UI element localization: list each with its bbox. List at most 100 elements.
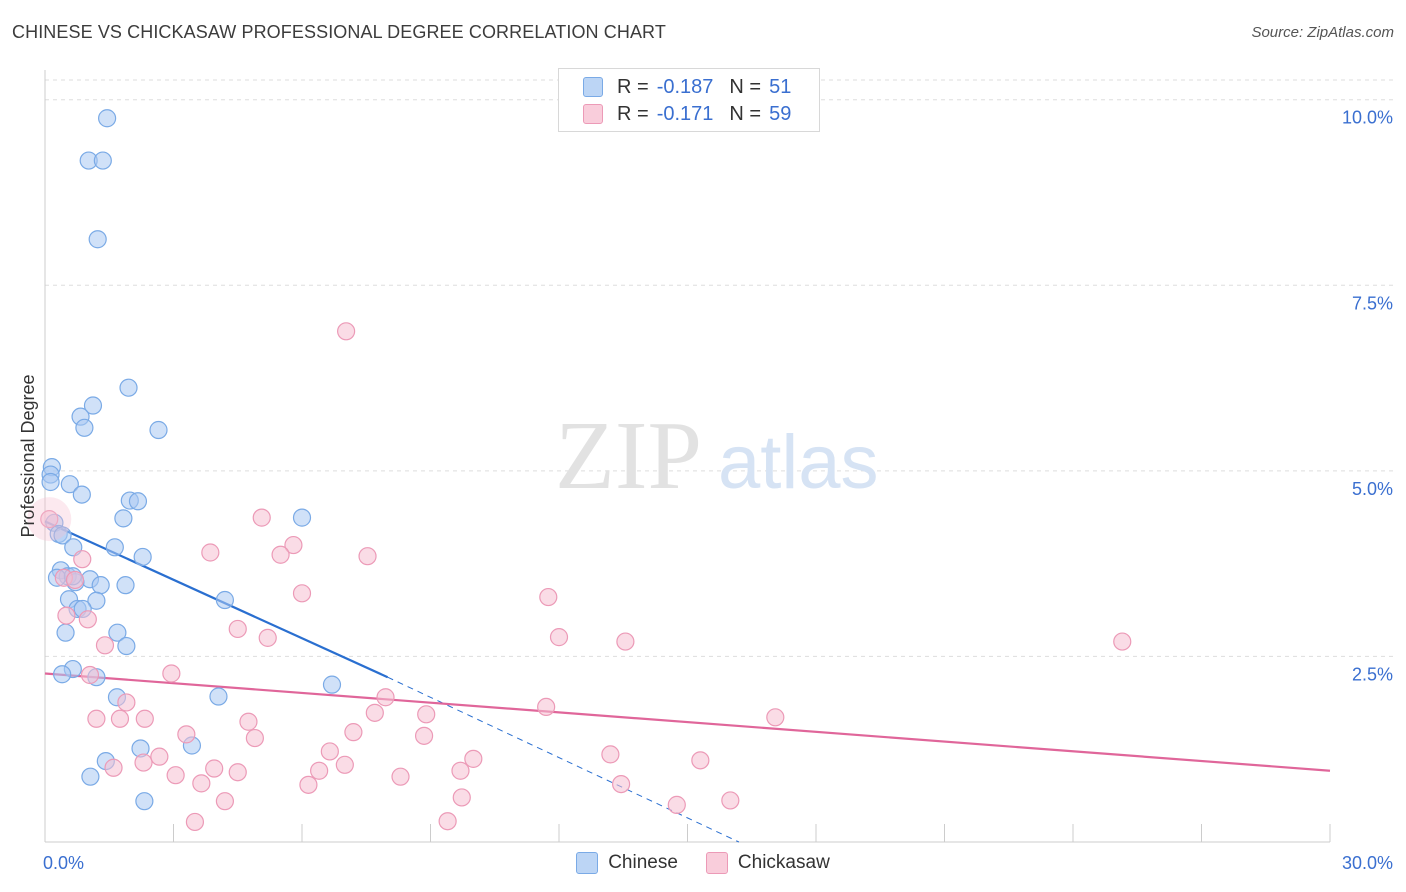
chickasaw-point [110,709,130,728]
chickasaw-point [292,584,312,603]
legend-item-chickasaw[interactable]: Chickasaw [705,852,830,874]
chinese-point [108,623,127,642]
chinese-point [133,547,152,567]
chinese-trendline-extension [387,676,740,843]
chickasaw-point [245,728,264,748]
chinese-point [53,665,72,684]
chickasaw-point [192,774,211,793]
chickasaw-point [80,665,100,685]
watermark-atlas: atlas [718,420,879,505]
y-axis-label: Professional Degree [18,374,38,537]
chinese-point [56,623,75,642]
chickasaw-point [215,792,234,811]
chickasaw-point [185,812,205,832]
chickasaw-point [451,761,470,780]
chickasaw-point [721,791,740,810]
chinese-point [149,420,168,440]
chickasaw-n-value: 59 [769,102,792,125]
chickasaw-point [691,751,710,770]
chinese-point [292,508,312,527]
chinese-point [117,636,136,656]
watermark: ZIP atlas [555,402,879,510]
chinese-legend-swatch [576,852,599,874]
chickasaw-r-value: -0.171 [656,102,714,125]
chickasaw-r-label: R = [617,102,649,125]
chinese-swatch [583,77,603,97]
chinese-point [209,687,228,706]
chickasaw-point [320,742,339,761]
source-label: Source: ZipAtlas.com [1251,24,1394,41]
y-tick-label: 2.5% [1352,664,1393,684]
chickasaw-point [376,688,395,707]
chickasaw-point [539,587,558,607]
y-tick-label: 5.0% [1352,479,1393,499]
chinese-point [83,396,103,415]
chickasaw-point [537,697,556,717]
chickasaw-point [177,725,196,744]
chinese-point [128,492,148,511]
points-layer [27,109,1132,832]
chinese-point [88,230,107,249]
chinese-point [60,475,79,494]
chinese-point [91,576,110,595]
chinese-point [75,418,94,437]
chickasaw-point [391,767,410,786]
legend-row-chinese: R = -0.187 N = 51 [583,75,791,99]
chickasaw-point [73,550,92,569]
chickasaw-point [414,726,434,745]
chickasaw-point [1113,632,1132,651]
chickasaw-point [117,693,136,712]
grid-layer [45,79,1393,657]
chinese-r-value: -0.187 [656,75,714,98]
chart-title: CHINESE VS CHICKASAW PROFESSIONAL DEGREE… [12,22,666,42]
chickasaw-point [87,709,106,728]
chinese-r-label: R = [617,75,649,98]
chickasaw-legend-label: Chickasaw [737,852,830,873]
chickasaw-swatch [583,104,603,124]
chickasaw-point [95,636,115,655]
y-tick-label: 7.5% [1352,293,1393,313]
chickasaw-point [57,606,76,625]
chickasaw-point [205,759,224,778]
chinese-point [105,538,124,557]
x-tick-label-min: 0.0% [43,853,84,873]
chickasaw-point [452,788,471,807]
chickasaw-point [601,745,620,764]
trend-layer [44,520,1331,843]
chickasaw-point [299,775,318,794]
chickasaw-point [258,628,277,647]
chinese-point [81,767,100,786]
legend-row-chickasaw: R = -0.171 N = 59 [583,102,791,126]
chinese-point [116,576,135,595]
chinese-point [41,472,60,492]
chickasaw-point [358,547,377,566]
chickasaw-point [464,749,483,768]
chickasaw-point [40,509,59,529]
chinese-point [114,509,133,528]
chickasaw-n-label: N = [729,102,762,125]
chickasaw-point [228,763,247,782]
chickasaw-point [104,758,123,777]
chinese-point [119,378,138,397]
axis-layer [44,70,1331,843]
chinese-point [322,675,342,694]
chinese-point [93,151,112,170]
chickasaw-point [438,812,457,831]
chinese-point [72,485,91,504]
chinese-point [53,526,72,545]
chickasaw-trendline [44,672,1331,772]
chinese-point [215,590,234,610]
chinese-point [135,792,154,811]
legend-item-chinese[interactable]: Chinese [576,852,678,874]
chickasaw-point [134,753,153,772]
chickasaw-point [766,708,785,727]
chickasaw-point [549,628,569,647]
chickasaw-point [239,712,258,731]
x-tick-label-max: 30.0% [1342,853,1393,873]
watermark-zip: ZIP [555,402,702,510]
chickasaw-point [166,766,185,785]
chickasaw-point [135,709,154,728]
chickasaw-point [150,747,169,766]
chickasaw-large-point [27,497,72,542]
